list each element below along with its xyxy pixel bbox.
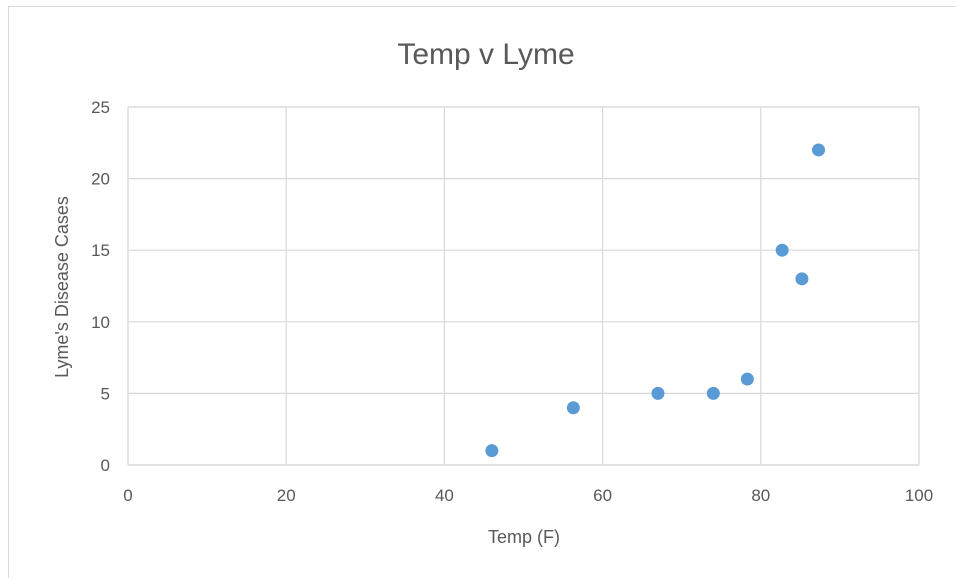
y-tick-label: 25	[91, 98, 110, 117]
scatter-point	[566, 401, 580, 415]
data-points	[485, 143, 826, 458]
grid-lines	[127, 106, 920, 466]
scatter-point	[775, 243, 789, 257]
y-tick-label: 10	[91, 313, 110, 332]
scatter-point	[740, 372, 754, 386]
scatter-point	[651, 386, 665, 400]
scatter-point	[812, 143, 826, 157]
y-tick-label: 20	[91, 170, 110, 189]
x-tick-label: 100	[905, 486, 933, 505]
x-axis-ticks: 0 20 40 60 80 100	[123, 486, 933, 505]
y-axis-ticks: 0 5 10 15 20 25	[91, 98, 110, 475]
y-tick-label: 5	[101, 384, 110, 403]
axes	[128, 106, 920, 465]
chart-title: Temp v Lyme	[397, 38, 574, 71]
y-tick-label: 15	[91, 241, 110, 260]
chart-frame	[8, 6, 956, 578]
x-tick-label: 0	[123, 486, 132, 505]
scatter-point	[795, 272, 809, 286]
x-tick-label: 40	[435, 486, 454, 505]
scatter-point	[485, 444, 499, 458]
y-tick-label: 0	[101, 456, 110, 475]
scatter-point	[706, 386, 720, 400]
x-tick-label: 80	[751, 486, 770, 505]
y-axis-label: Lyme's Disease Cases	[52, 196, 72, 378]
x-tick-label: 20	[277, 486, 296, 505]
x-axis-label: Temp (F)	[488, 527, 560, 547]
x-tick-label: 60	[593, 486, 612, 505]
